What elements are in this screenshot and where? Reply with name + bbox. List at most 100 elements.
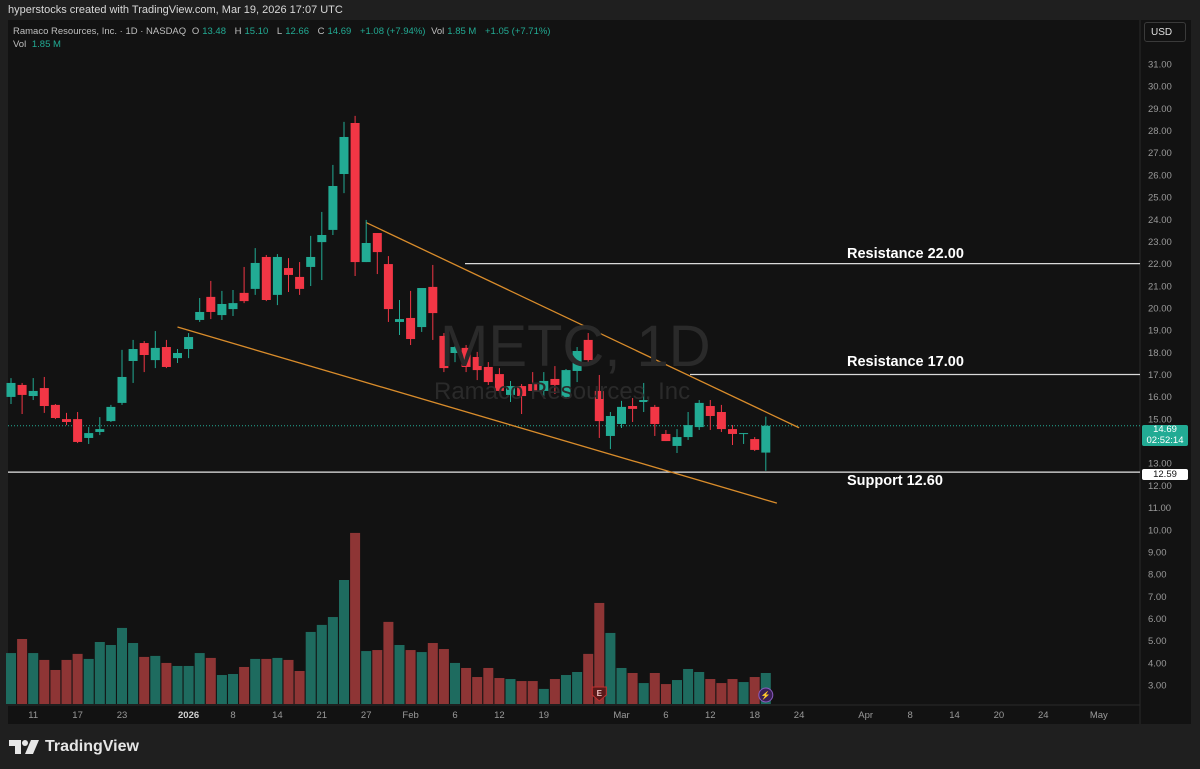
dividend-marker-icon — [758, 687, 774, 703]
price-axis-tick: 17.00 — [1148, 370, 1172, 381]
volume-bar — [128, 643, 139, 704]
volume-bar — [638, 683, 649, 704]
trendline-lower — [177, 326, 778, 504]
candle-body — [539, 380, 549, 391]
candle — [28, 378, 38, 401]
price-axis-tick: 21.00 — [1148, 281, 1172, 292]
volume-bar — [239, 666, 250, 704]
candle-body — [672, 437, 682, 446]
candle — [716, 404, 726, 432]
candle-body — [128, 349, 138, 361]
vol-label: Vol — [431, 26, 445, 37]
candle — [650, 404, 660, 436]
time-axis-tick: Mar — [613, 710, 629, 721]
volume-bar — [527, 681, 538, 704]
volume-bar — [272, 657, 283, 704]
time-axis-tick: 18 — [749, 710, 760, 721]
candle — [62, 412, 71, 426]
candle-body — [617, 406, 626, 424]
time-axis-tick: 21 — [317, 710, 328, 721]
candle — [284, 258, 293, 293]
time-axis-tick: 6 — [452, 710, 457, 721]
candle — [517, 384, 527, 415]
volume-bar — [538, 688, 549, 704]
trendline-upper — [365, 221, 800, 429]
candle — [705, 400, 715, 430]
candle-body — [6, 382, 16, 397]
candle-body — [106, 406, 116, 422]
candle-body — [528, 384, 538, 391]
volume-bar — [172, 665, 183, 704]
candle-body — [361, 242, 371, 263]
candle — [139, 341, 149, 373]
symbol-legend: Ramaco Resources, Inc. · 1D · NASDAQ O 13… — [13, 25, 553, 51]
candle-body — [406, 317, 416, 340]
candle-body — [350, 122, 360, 263]
candle — [383, 256, 393, 322]
close-label: C — [317, 26, 325, 37]
candle — [583, 333, 593, 363]
candle-body — [328, 185, 338, 230]
price-axis-tick: 23.00 — [1148, 237, 1172, 248]
candle — [328, 164, 338, 236]
time-axis-tick: 14 — [949, 710, 960, 721]
candle-body — [383, 264, 393, 310]
volume-bar — [705, 679, 716, 704]
candle-body — [417, 288, 427, 328]
candle — [17, 382, 27, 415]
candle — [50, 404, 60, 420]
volume-bar — [649, 673, 660, 704]
price-axis-tick: 26.00 — [1148, 170, 1172, 181]
price-axis-tick: 30.00 — [1148, 82, 1172, 93]
price-axis-tick: 10.00 — [1148, 525, 1172, 536]
candle-body — [483, 366, 493, 383]
candle-body — [206, 296, 216, 312]
candle-body — [217, 303, 227, 316]
volume-bar — [216, 675, 227, 704]
earnings-marker-label: E — [597, 689, 603, 698]
volume-bar — [494, 678, 505, 704]
price-axis-tick: 25.00 — [1148, 193, 1172, 204]
time-axis-tick: May — [1090, 710, 1108, 721]
low-label: L — [276, 26, 283, 37]
currency-button[interactable]: USD — [1144, 22, 1186, 42]
low-value: 12.66 — [285, 26, 309, 37]
time-axis-tick: 6 — [663, 710, 668, 721]
candle — [272, 254, 282, 306]
candle-body — [239, 292, 249, 302]
volume-bar — [161, 662, 172, 704]
volume-bar — [350, 532, 361, 704]
volume-bar — [383, 621, 394, 704]
price-axis-tick: 5.00 — [1148, 636, 1167, 647]
candle-body — [261, 256, 271, 300]
volume-bar — [516, 681, 527, 704]
time-axis-tick: 2026 — [178, 710, 199, 721]
candle-body — [50, 404, 60, 418]
candle-body — [117, 376, 127, 403]
candle — [472, 351, 482, 381]
volume-bar — [339, 580, 349, 704]
time-axis-tick: 8 — [230, 710, 235, 721]
candle-body — [17, 384, 27, 395]
volume-bar — [327, 617, 338, 704]
high-value: 15.10 — [244, 26, 269, 37]
candle-body — [572, 351, 582, 371]
candle-body — [494, 374, 504, 391]
volume-indicator-value: 1.85 M — [31, 39, 61, 50]
watermark-symbol: METC, 1D — [440, 314, 711, 379]
volume-bar — [261, 658, 272, 704]
candle — [694, 400, 704, 430]
candle — [239, 266, 249, 304]
candle — [184, 333, 194, 359]
candle-body — [439, 335, 449, 369]
tradingview-logo[interactable]: TradingView — [9, 738, 139, 756]
candle-body — [284, 268, 293, 275]
time-axis-tick: 12 — [705, 710, 716, 721]
price-axis-tick: 16.00 — [1148, 392, 1172, 403]
candle-body — [583, 339, 593, 361]
candle-body — [228, 303, 238, 310]
last-price-label: 14.69 02:52:14 — [1142, 424, 1188, 446]
candle-body — [594, 390, 604, 422]
volume-bar — [461, 667, 472, 704]
